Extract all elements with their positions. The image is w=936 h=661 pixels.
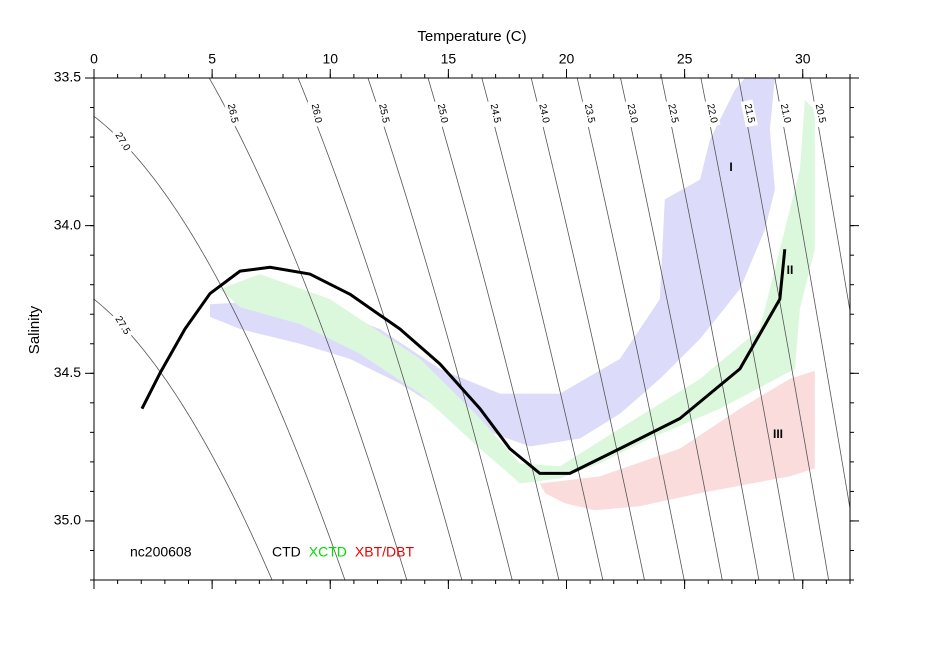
- x-tick-label: 10: [322, 51, 338, 67]
- ts-profile: [140, 249, 787, 475]
- region: [539, 370, 815, 511]
- annotation: nc200608: [130, 544, 192, 560]
- x-tick-label: 25: [677, 51, 693, 67]
- density-contour: [208, 78, 408, 580]
- density-contour: [297, 78, 463, 580]
- contour-label-bg: [307, 99, 325, 128]
- contour-label-bg: [623, 99, 641, 128]
- contour-label: 23.0: [625, 103, 640, 125]
- contour-label: 25.5: [376, 103, 391, 125]
- contour-label: 22.0: [704, 103, 719, 125]
- x-tick-label: 5: [208, 51, 216, 67]
- contour-label-bg: [703, 99, 721, 128]
- contour-label-bg: [223, 99, 242, 128]
- plot-frame: [93, 77, 851, 581]
- density-contour: [620, 78, 723, 580]
- density-contour: [481, 78, 604, 580]
- contour-label-bg: [110, 311, 135, 340]
- x-axis-title: Temperature (C): [417, 28, 526, 45]
- density-contour: [700, 78, 795, 580]
- contour-label: 24.5: [488, 103, 503, 125]
- contour-label-bg: [811, 99, 829, 128]
- density-contour: [427, 78, 560, 580]
- legend-entry: CTD: [272, 544, 301, 560]
- region-label: III: [773, 427, 783, 441]
- contour-label-bg: [535, 99, 553, 128]
- density-contour: [576, 78, 685, 580]
- y-tick-label: 34.5: [54, 364, 81, 380]
- contour-label: 21.0: [778, 103, 793, 125]
- contour-label-bg: [776, 99, 794, 128]
- contour-label-bg: [740, 99, 758, 128]
- density-contour: [661, 78, 760, 580]
- y-tick-label: 34.0: [54, 216, 81, 232]
- contour-label-bg: [580, 99, 598, 128]
- region-label: I: [729, 160, 732, 174]
- regions: [209, 78, 815, 511]
- y-tick-label: 33.5: [54, 69, 81, 85]
- density-contour: [809, 78, 850, 314]
- x-tick-label: 30: [795, 51, 811, 67]
- legend-entry: XBT/DBT: [355, 544, 415, 560]
- density-contour: [94, 115, 346, 580]
- contour-label: 22.5: [665, 103, 680, 125]
- contour-label-bg: [664, 99, 682, 128]
- x-tick-label: 20: [559, 51, 575, 67]
- y-axis-title: Salinity: [26, 305, 43, 354]
- x-tick-label: 15: [441, 51, 457, 67]
- contour-label-bg: [486, 99, 504, 128]
- x-tick-label: 0: [90, 51, 98, 67]
- contour-label: 21.5: [742, 103, 757, 125]
- region: [209, 78, 775, 447]
- plot: 0 5 10 15 20 25 3033.534.034.535.0IIIIII27.527…: [54, 51, 859, 589]
- density-contour: [738, 78, 830, 580]
- density-contour: [530, 78, 645, 580]
- contour-label: 26.0: [309, 103, 324, 125]
- contour-label: 26.5: [225, 103, 240, 125]
- contour-label: 24.0: [536, 103, 551, 125]
- legend-entry: XCTD: [309, 544, 347, 560]
- y-tick-label: 35.0: [54, 512, 81, 528]
- contour-label: 25.0: [435, 103, 450, 125]
- contour-label: 20.5: [813, 103, 828, 125]
- contour-label-bg: [433, 99, 451, 128]
- contour-label: 23.5: [582, 103, 597, 125]
- contours: [94, 78, 850, 580]
- contour-label-bg: [110, 127, 135, 156]
- region-label: II: [787, 263, 794, 277]
- contour-label-bg: [375, 99, 393, 128]
- density-contour: [367, 78, 513, 580]
